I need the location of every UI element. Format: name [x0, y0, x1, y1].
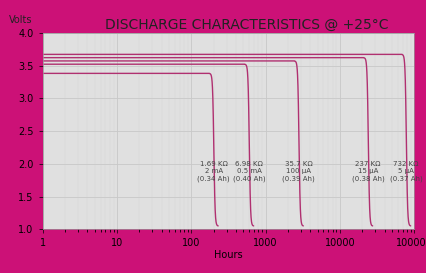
Text: 1.69 KΩ
2 mA
(0.34 Ah): 1.69 KΩ 2 mA (0.34 Ah) — [197, 161, 230, 182]
Title: DISCHARGE CHARACTERISTICS @ +25°C: DISCHARGE CHARACTERISTICS @ +25°C — [105, 17, 388, 32]
Text: 732 KΩ
5 μA
(0.37 Ah): 732 KΩ 5 μA (0.37 Ah) — [389, 161, 422, 182]
Text: 237 KΩ
15 μA
(0.38 Ah): 237 KΩ 15 μA (0.38 Ah) — [351, 161, 384, 182]
Text: 35.7 KΩ
100 μA
(0.39 Ah): 35.7 KΩ 100 μA (0.39 Ah) — [282, 161, 314, 182]
Text: Volts: Volts — [9, 15, 33, 25]
X-axis label: Hours: Hours — [213, 250, 242, 260]
Text: 6.98 KΩ
0.5 mA
(0.40 Ah): 6.98 KΩ 0.5 mA (0.40 Ah) — [232, 161, 265, 182]
